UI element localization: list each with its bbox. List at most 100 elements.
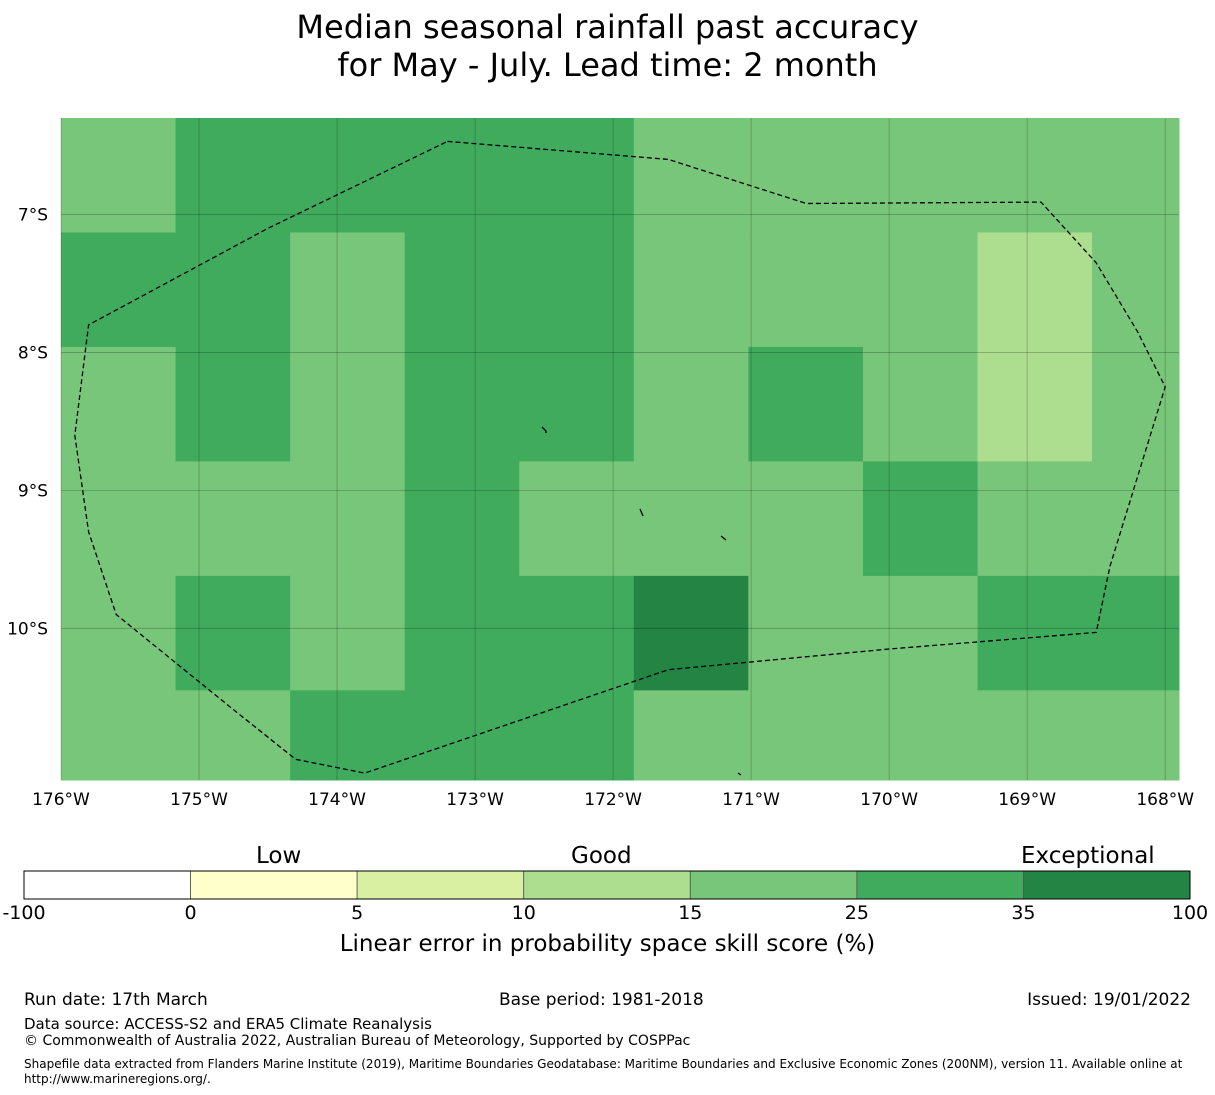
grid-cell (1092, 118, 1180, 233)
colorbar-label-exceptional: Exceptional (1021, 843, 1155, 869)
grid-cell (633, 232, 749, 348)
island-fakaofo (720, 535, 727, 541)
grid-cell (404, 690, 520, 781)
grid-cell (61, 461, 177, 577)
colorbar-tick: 10 (511, 902, 536, 924)
grid-cell (290, 232, 406, 348)
colorbar-outline (23, 870, 1191, 900)
lat-label: 8°S (18, 343, 48, 363)
data-source: Data source: ACCESS-S2 and ERA5 Climate … (24, 1015, 432, 1033)
colorbar-tick: 0 (184, 902, 197, 924)
run-date: Run date: 17th March (24, 990, 208, 1010)
grid-cell (748, 690, 864, 781)
grid-cell (175, 346, 291, 462)
island-nukunonu (639, 508, 644, 517)
grid-cell (1092, 461, 1180, 577)
lon-label: 171°W (722, 790, 780, 810)
graticule (60, 118, 1179, 780)
base-period: Base period: 1981-2018 (499, 990, 704, 1010)
grid-cell (1092, 690, 1180, 781)
grid-cell (977, 690, 1093, 781)
grid-cell (1092, 232, 1180, 348)
colorbar-axis-label: Linear error in probability space skill … (339, 931, 876, 957)
issued-date: Issued: 19/01/2022 (1027, 990, 1191, 1010)
grid-cell (519, 690, 635, 781)
grid-cell (290, 690, 406, 781)
grid-cell (633, 461, 749, 577)
lon-label: 169°W (998, 790, 1056, 810)
colorbar-tick: 35 (1011, 902, 1036, 924)
grid-cell (175, 690, 291, 781)
colorbar-swatch (689, 870, 858, 900)
colorbar-tick: 100 (1171, 902, 1209, 924)
lon-label: 170°W (860, 790, 918, 810)
colorbar-swatch (23, 870, 191, 900)
eez-boundary (74, 140, 1166, 774)
grid-cell (61, 118, 177, 233)
chart-title-line-2: for May - July. Lead time: 2 month (337, 46, 878, 84)
colorbar-swatch (190, 870, 358, 900)
grid-cell (290, 461, 406, 577)
grid-cell (633, 346, 749, 462)
lon-label: 174°W (308, 790, 366, 810)
grid-cell (862, 690, 978, 781)
grid-cell (290, 575, 406, 691)
colorbar-tick: 5 (351, 902, 364, 924)
grid-cell (1092, 575, 1180, 691)
grid-cell (748, 118, 864, 233)
grid-cell (61, 346, 177, 462)
grid-cell (977, 461, 1093, 577)
lon-label: 173°W (446, 790, 504, 810)
grid-cell (290, 346, 406, 462)
colorbar-ticks: -100 0 5 10 15 25 35 100 (0, 902, 1215, 926)
colorbar-label-low: Low (256, 843, 302, 869)
grid-cell (748, 461, 864, 577)
grid-cell (748, 346, 864, 462)
skill-grid (61, 118, 1180, 781)
grid-cell (61, 575, 177, 691)
colorbar (23, 870, 1191, 900)
grid-cell (1092, 346, 1180, 462)
grid-cell (404, 575, 520, 691)
grid-cell (633, 690, 749, 781)
island-atafu (541, 426, 547, 433)
lon-label: 168°W (1136, 790, 1194, 810)
colorbar-swatch (523, 870, 691, 900)
grid-cell (862, 575, 978, 691)
grid-cell (862, 118, 978, 233)
islands (541, 426, 742, 776)
colorbar-swatch (356, 870, 525, 900)
grid-cell (519, 461, 635, 577)
grid-cell (519, 118, 635, 233)
grid-cell (862, 232, 978, 348)
grid-cell (748, 232, 864, 348)
colorbar-tick: -100 (2, 902, 46, 924)
grid-cell (61, 690, 177, 781)
grid-cell (404, 461, 520, 577)
grid-cell (633, 575, 749, 691)
grid-cell (977, 575, 1093, 691)
grid-cell (175, 461, 291, 577)
grid-cell (61, 232, 177, 348)
grid-cell (862, 346, 978, 462)
grid-cell (404, 118, 520, 233)
lon-label: 176°W (32, 790, 90, 810)
colorbar-tick: 15 (678, 902, 703, 924)
chart-title-line-1: Median seasonal rainfall past accuracy (296, 8, 919, 46)
shapefile-note: Shapefile data extracted from Flanders M… (24, 1057, 1183, 1086)
colorbar-swatch (1023, 870, 1191, 900)
colorbar-tick: 25 (844, 902, 869, 924)
island-swains (737, 772, 742, 776)
longitude-labels: 176°W 175°W 174°W 173°W 172°W 171°W 170°W 169°W… (32, 790, 1194, 810)
grid-cell (862, 461, 978, 577)
grid-cell (633, 118, 749, 233)
grid-cell (519, 575, 635, 691)
grid-cell (977, 232, 1093, 348)
copyright: © Commonwealth of Australia 2022, Austra… (24, 1033, 691, 1049)
grid-cell (977, 346, 1093, 462)
lat-label: 10°S (7, 619, 48, 639)
grid-cell (175, 232, 291, 348)
colorbar-swatch (856, 870, 1024, 900)
lat-label: 9°S (18, 481, 48, 501)
